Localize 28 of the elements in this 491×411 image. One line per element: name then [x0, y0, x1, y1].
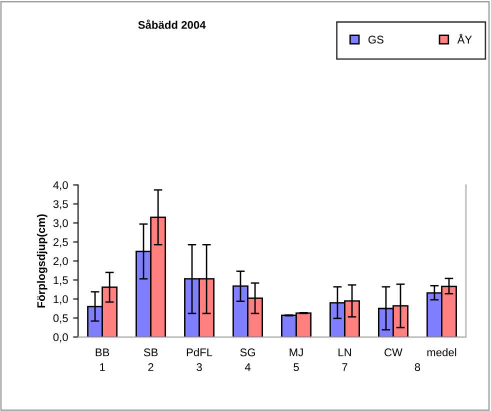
x-tick-label: BB: [96, 348, 110, 356]
text: 2: [148, 363, 154, 371]
chart-title: Såbädd 2004: [138, 20, 206, 29]
text: 1: [100, 363, 105, 371]
x-tick-label: medel: [427, 348, 456, 356]
y-axis-title: Förplogsdjup(cm): [36, 214, 48, 308]
text: 4: [244, 363, 251, 371]
y-tick-label: 2,0: [53, 257, 68, 266]
x-tick-label: SB: [144, 348, 158, 356]
text: 7: [342, 363, 348, 371]
x-tick-label: PdFL: [186, 348, 212, 356]
x-tick-label: MJ: [290, 348, 303, 356]
y-tick-label: 3,0: [53, 219, 68, 228]
y-tick-label: 2,5: [53, 238, 68, 248]
x-tick-label: CW: [384, 348, 402, 356]
text: 3: [196, 363, 202, 372]
y-tick-label: 3,5: [53, 200, 68, 210]
text: 8: [414, 363, 420, 372]
legend-label: GS: [368, 36, 384, 44]
y-tick-label: 4,0: [53, 181, 68, 190]
x-tick-label: SG: [240, 348, 255, 356]
x-tick-label: LN: [338, 348, 351, 356]
y-tick-label: 1,5: [54, 276, 68, 286]
y-tick-label: 0,5: [53, 314, 68, 324]
text: 5: [294, 363, 299, 372]
legend-label: ÅY: [457, 34, 472, 44]
y-tick-label: 1,0: [54, 295, 68, 304]
y-tick-label: 0,0: [53, 333, 68, 342]
